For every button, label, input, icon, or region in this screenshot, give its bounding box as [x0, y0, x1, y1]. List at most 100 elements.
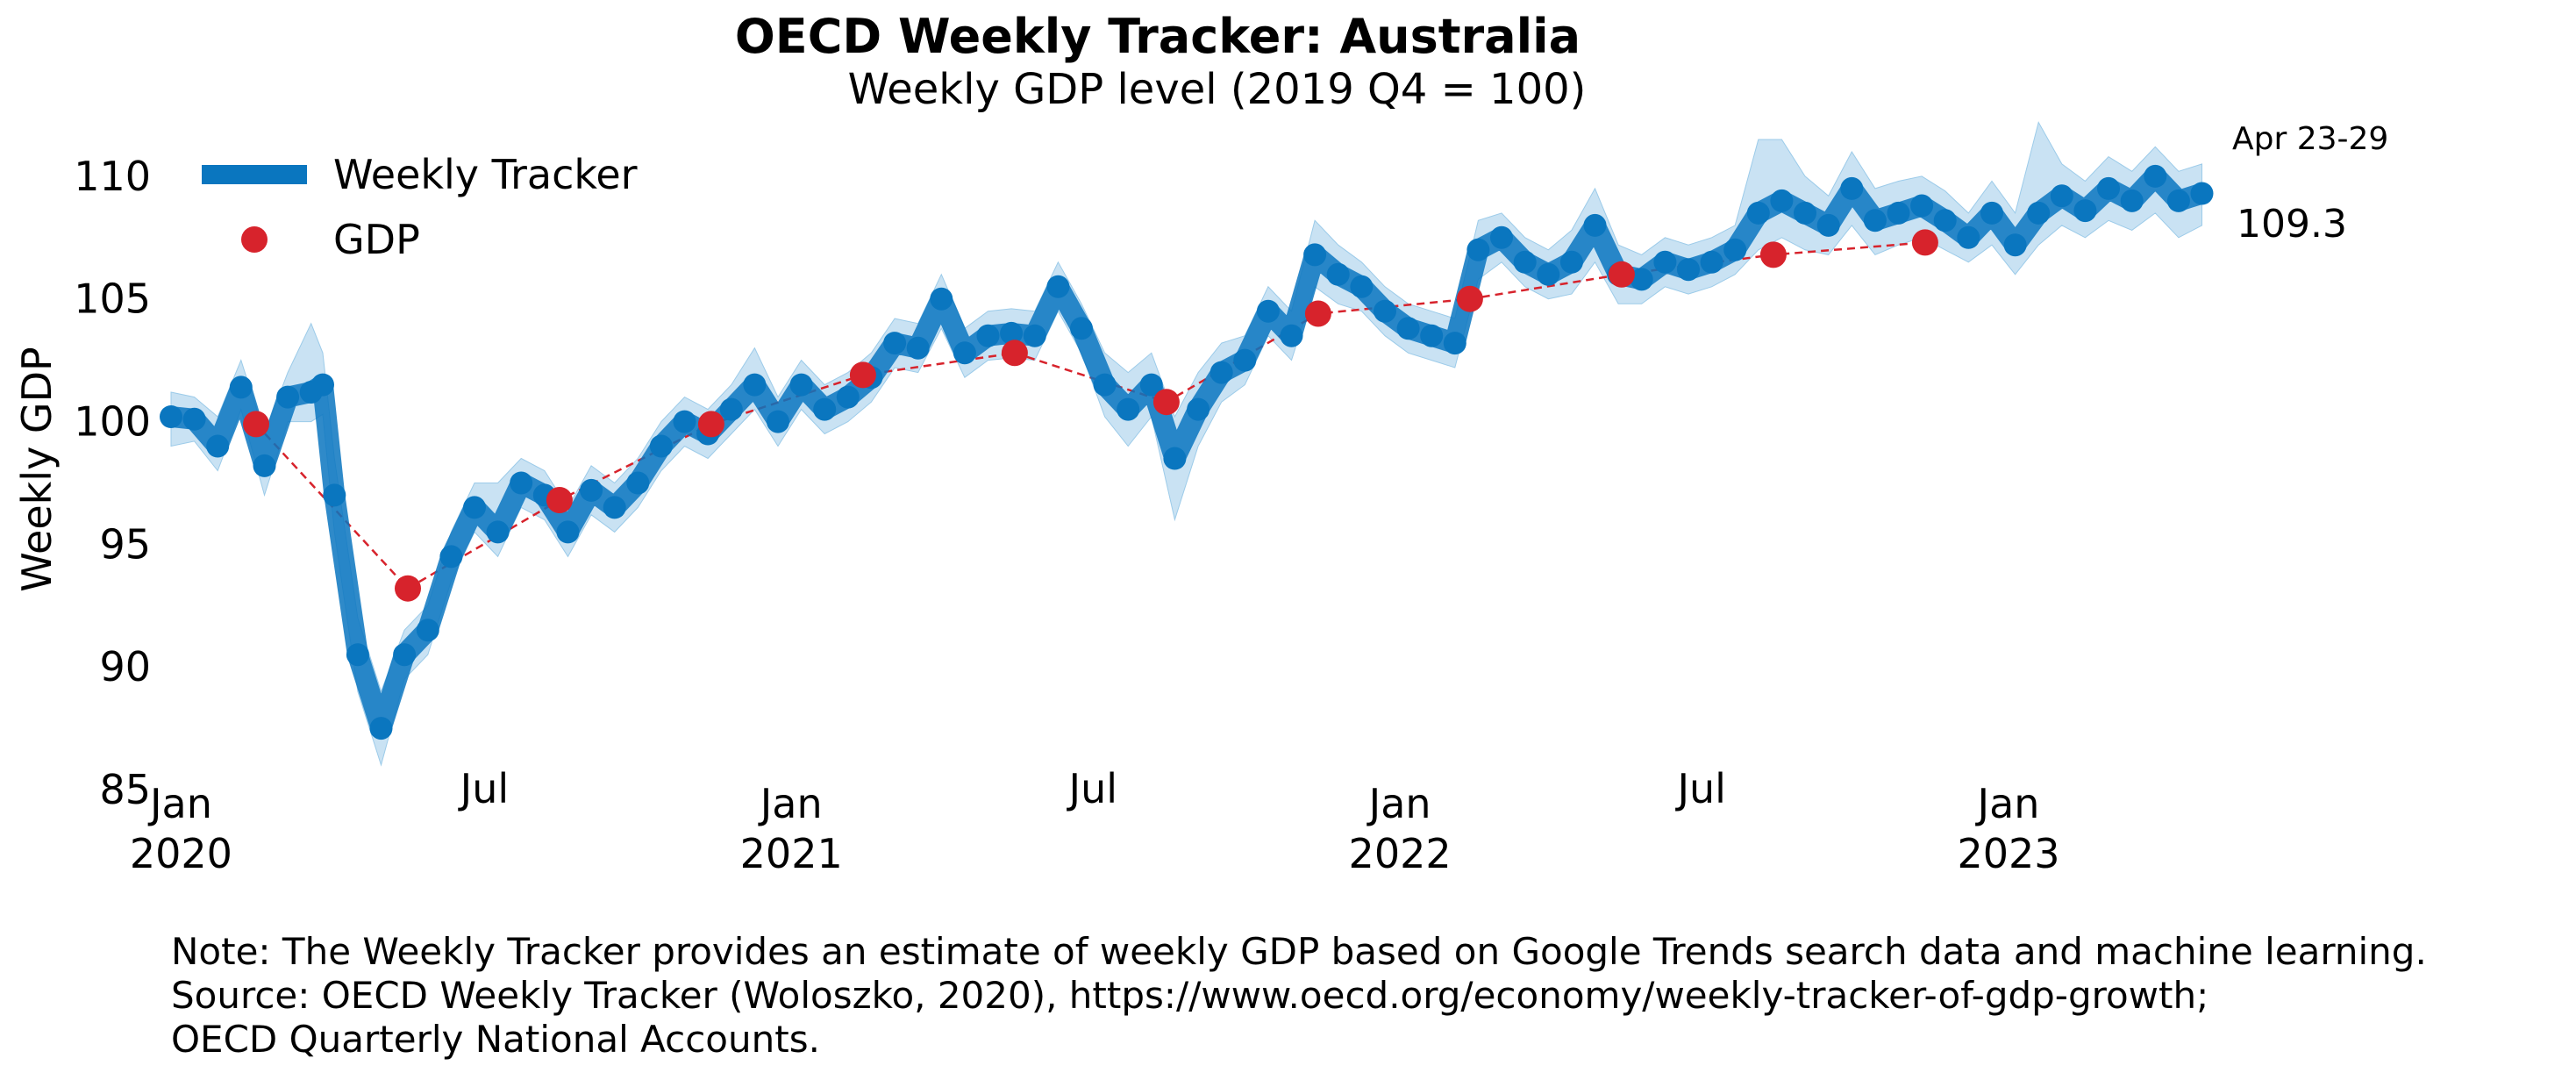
weekly-tracker-point — [439, 545, 463, 569]
weekly-tracker-point — [1537, 262, 1560, 286]
legend-gdp-marker — [241, 226, 268, 253]
weekly-tracker-point — [2027, 201, 2051, 225]
weekly-tracker-point — [930, 287, 953, 311]
weekly-tracker-point — [1070, 317, 1093, 340]
x-tick-label: Jul — [1674, 765, 1726, 812]
weekly-tracker-point — [883, 332, 907, 355]
weekly-tracker-point — [1303, 243, 1327, 267]
weekly-tracker-point — [1210, 361, 1233, 384]
y-tick-label: 85 — [99, 766, 151, 813]
weekly-tracker-point — [1887, 201, 1910, 225]
gdp-point — [395, 575, 421, 602]
weekly-tracker-point — [2073, 199, 2097, 223]
weekly-tracker-point — [1653, 250, 1677, 274]
legend-tracker-swatch — [202, 165, 307, 184]
x-tick-label: 2020 — [130, 830, 232, 877]
footnote-line-3: OECD Quarterly National Accounts. — [171, 1018, 820, 1061]
weekly-tracker-point — [1816, 213, 1840, 237]
gdp-point — [849, 361, 876, 389]
weekly-tracker-point — [1046, 275, 1070, 298]
chart-subtitle: Weekly GDP level (2019 Q4 = 100) — [847, 65, 1587, 114]
gdp-point — [1001, 340, 1028, 367]
weekly-tracker-point — [743, 373, 767, 397]
tracker-layer — [160, 164, 2214, 740]
weekly-tracker-point — [1139, 373, 1163, 397]
y-tick-label: 105 — [74, 275, 151, 323]
footnote-line-2: Source: OECD Weekly Tracker (Woloszko, 2… — [171, 974, 2209, 1017]
weekly-tracker-point — [1559, 250, 1583, 274]
weekly-tracker-point — [1490, 225, 1513, 249]
gdp-point — [243, 411, 269, 438]
x-tick-label: Jul — [458, 765, 510, 812]
weekly-tracker-point — [2050, 184, 2073, 208]
legend-gdp-label: GDP — [333, 216, 420, 263]
weekly-tracker-point — [1513, 250, 1537, 274]
weekly-tracker-point — [1466, 238, 1490, 261]
x-tick-label: Jul — [1067, 765, 1118, 812]
weekly-tracker-point — [2120, 189, 2144, 212]
weekly-tracker-point — [1583, 213, 1607, 237]
weekly-tracker-point — [1794, 201, 1816, 225]
weekly-tracker-point — [1350, 275, 1374, 298]
weekly-tracker-point — [1023, 324, 1046, 347]
weekly-tracker-point — [346, 643, 369, 667]
weekly-tracker-point — [1770, 189, 1794, 212]
weekly-tracker-point — [1700, 250, 1723, 274]
y-tick-label: 100 — [74, 398, 151, 446]
weekly-tracker-point — [160, 405, 182, 428]
end-period-label: Apr 23-29 — [2232, 121, 2388, 157]
weekly-tracker-point — [1163, 447, 1187, 470]
weekly-tracker-point — [1443, 332, 1466, 355]
weekly-tracker-point — [323, 483, 346, 507]
weekly-tracker-point — [1980, 201, 2003, 225]
gdp-point — [546, 487, 573, 513]
gdp-point — [1911, 229, 1938, 256]
weekly-tracker-point — [673, 410, 696, 433]
x-tick-label: Jan — [147, 780, 212, 827]
weekly-tracker-point — [463, 496, 486, 519]
x-tick-label: Jan — [1975, 780, 2040, 827]
weekly-tracker-point — [1723, 238, 1747, 261]
weekly-tracker-point — [1630, 268, 1653, 291]
weekly-tracker-point — [1280, 324, 1303, 347]
y-axis-label: Weekly GDP — [13, 347, 61, 591]
y-tick-label: 95 — [99, 520, 151, 568]
weekly-tracker-point — [416, 619, 439, 642]
footnote-line-1: Note: The Weekly Tracker provides an est… — [171, 930, 2427, 973]
gdp-point — [1152, 389, 1180, 416]
weekly-tracker-point — [789, 373, 813, 397]
weekly-tracker-point — [2144, 164, 2167, 188]
y-tick-label: 90 — [99, 643, 151, 690]
weekly-tracker-point — [953, 341, 976, 365]
weekly-tracker-point — [626, 471, 650, 495]
gdp-point — [1759, 241, 1787, 268]
weekly-tracker-point — [1863, 209, 1887, 232]
x-tick-label: Jan — [758, 780, 823, 827]
weekly-tracker-point — [253, 454, 276, 477]
weekly-tracker-point — [767, 410, 789, 433]
weekly-tracker-point — [603, 496, 626, 519]
weekly-tracker-line — [161, 165, 2213, 740]
weekly-tracker-point — [1396, 317, 1420, 340]
weekly-tracker-point — [1677, 258, 1700, 282]
x-tick-label: 2021 — [740, 830, 843, 877]
end-value-label: 109.3 — [2237, 202, 2347, 247]
gdp-points-layer — [243, 229, 1938, 602]
weekly-tracker-point — [906, 336, 930, 360]
legend: Weekly Tracker GDP — [202, 151, 638, 263]
weekly-tracker-point — [393, 643, 417, 667]
x-tick-label: Jan — [1366, 780, 1431, 827]
gdp-point — [697, 411, 724, 438]
weekly-tracker-point — [2097, 176, 2120, 200]
weekly-tracker-point — [1093, 373, 1117, 397]
weekly-tracker-point — [1233, 348, 1257, 372]
weekly-tracker-point — [1420, 324, 1444, 347]
weekly-tracker-point — [976, 324, 1000, 347]
weekly-tracker-point — [1256, 299, 1280, 323]
weekly-tracker-point — [1374, 299, 1396, 323]
weekly-tracker-point — [649, 434, 673, 458]
weekly-tracker-point — [486, 520, 510, 544]
weekly-tracker-point — [369, 717, 393, 740]
